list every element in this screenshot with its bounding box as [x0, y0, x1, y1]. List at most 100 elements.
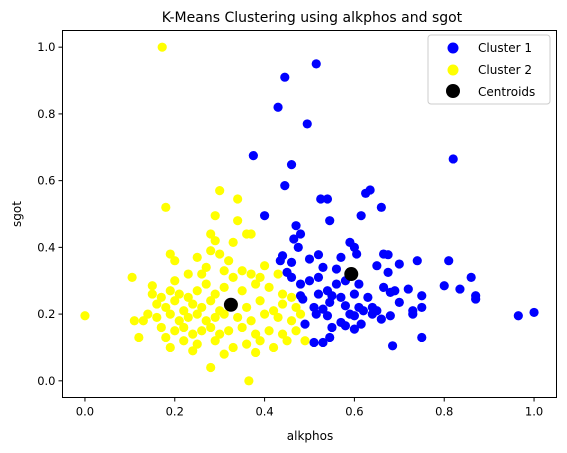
- cluster-1-point: [403, 284, 413, 294]
- cluster-1-point: [408, 309, 418, 319]
- cluster-2-point: [233, 194, 243, 204]
- cluster-1-point: [259, 211, 270, 221]
- cluster-1-point: [412, 256, 422, 266]
- cluster-1-point: [372, 261, 382, 271]
- cluster-2-point: [165, 309, 175, 319]
- cluster-2-point: [183, 312, 193, 323]
- cluster-2-point: [228, 342, 238, 353]
- cluster-1-point: [291, 221, 301, 231]
- cluster-2-point: [206, 296, 216, 306]
- cluster-2-point: [233, 312, 243, 323]
- cluster-2-point: [210, 312, 220, 323]
- cluster-2-point: [246, 269, 256, 279]
- cluster-2-point: [228, 237, 238, 247]
- cluster-2-point: [197, 269, 207, 279]
- cluster-2-point: [215, 186, 225, 196]
- cluster-1-point: [383, 267, 393, 277]
- y-axis-ticks: 0.0 0.2 0.4 0.6 0.8 1.0: [37, 40, 63, 388]
- cluster-2-point: [259, 309, 270, 319]
- cluster-1-point: [289, 234, 299, 244]
- data-points-layer: [80, 42, 539, 386]
- cluster-1-point: [327, 322, 337, 333]
- y-tick-label: 0.0: [37, 374, 55, 388]
- cluster-1-point: [325, 332, 335, 343]
- cluster-2-point: [268, 342, 279, 353]
- cluster-1-point: [352, 249, 362, 259]
- cluster-1-point: [304, 254, 315, 264]
- cluster-1-point: [322, 194, 333, 204]
- centroid-point: [223, 297, 238, 312]
- cluster-2-point: [251, 347, 261, 358]
- cluster-1-point: [286, 160, 297, 170]
- cluster-2-point: [156, 292, 166, 303]
- cluster-2-point: [127, 272, 137, 282]
- cluster-2-point: [291, 326, 301, 336]
- cluster-2-point: [242, 302, 252, 313]
- legend-marker-cluster-1: [447, 42, 459, 54]
- cluster-1-point: [302, 119, 312, 129]
- y-tick-label: 0.2: [37, 307, 55, 321]
- chart-title: K-Means Clustering using alkphos and sgo…: [162, 10, 463, 26]
- cluster-2-point: [192, 286, 202, 296]
- cluster-2-point: [143, 309, 153, 319]
- cluster-1-point: [385, 311, 395, 321]
- cluster-1-point: [340, 321, 351, 331]
- cluster-1-point: [340, 301, 351, 311]
- cluster-1-point: [356, 319, 366, 329]
- cluster-2-point: [286, 316, 297, 326]
- cluster-1-point: [448, 154, 458, 164]
- cluster-2-point: [264, 282, 274, 292]
- cluster-1-point: [316, 194, 326, 204]
- cluster-2-point: [206, 322, 216, 333]
- cluster-2-point: [273, 269, 283, 279]
- cluster-2-point: [201, 279, 211, 289]
- cluster-2-point: [242, 339, 252, 349]
- cluster-1-point: [439, 281, 449, 291]
- cluster-1-point: [318, 304, 328, 314]
- x-tick-label: 0.4: [255, 405, 273, 419]
- cluster-1-point: [349, 324, 360, 334]
- cluster-1-point: [313, 250, 324, 260]
- cluster-2-point: [255, 272, 265, 282]
- cluster-2-point: [174, 289, 184, 299]
- cluster-2-point: [300, 336, 310, 346]
- cluster-2-point: [206, 362, 216, 373]
- x-tick-label: 0.0: [76, 405, 94, 419]
- cluster-2-point: [157, 42, 167, 52]
- cluster-2-point: [170, 296, 180, 306]
- cluster-2-point: [147, 281, 157, 291]
- cluster-1-point: [394, 259, 404, 269]
- cluster-2-point: [161, 302, 171, 313]
- cluster-2-point: [179, 336, 189, 346]
- x-tick-label: 0.6: [345, 405, 363, 419]
- cluster-1-point: [513, 311, 523, 321]
- cluster-2-point: [188, 329, 198, 339]
- cluster-2-point: [206, 246, 216, 256]
- cluster-2-point: [282, 336, 292, 346]
- cluster-1-point: [286, 272, 297, 282]
- cluster-1-point: [325, 216, 335, 226]
- cluster-1-point: [318, 262, 328, 272]
- cluster-2-point: [277, 329, 288, 339]
- cluster-2-point: [210, 211, 220, 221]
- cluster-1-point: [295, 229, 306, 239]
- y-tick-label: 0.6: [37, 174, 55, 188]
- cluster-1-point: [336, 292, 346, 303]
- cluster-1-point: [376, 314, 386, 324]
- cluster-1-point: [280, 72, 290, 82]
- cluster-2-point: [215, 329, 225, 339]
- cluster-1-point: [354, 279, 364, 289]
- legend: Cluster 1 Cluster 2 Centroids: [427, 34, 551, 105]
- cluster-2-point: [286, 292, 297, 303]
- cluster-2-point: [170, 326, 180, 336]
- cluster-1-point: [313, 272, 324, 282]
- cluster-2-point: [210, 289, 220, 299]
- cluster-1-point: [304, 276, 315, 286]
- cluster-2-point: [246, 229, 256, 239]
- cluster-2-point: [291, 302, 301, 313]
- cluster-2-point: [201, 316, 211, 326]
- cluster-1-point: [336, 252, 346, 262]
- cluster-2-point: [206, 229, 216, 239]
- cluster-1-point: [363, 292, 373, 303]
- cluster-2-point: [219, 309, 229, 319]
